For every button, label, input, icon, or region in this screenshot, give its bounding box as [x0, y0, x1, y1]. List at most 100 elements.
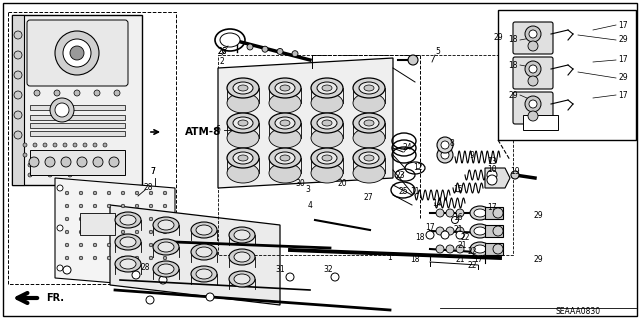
Ellipse shape — [280, 85, 290, 91]
Bar — [12, 15, 142, 185]
Text: 17: 17 — [618, 20, 628, 29]
Ellipse shape — [353, 163, 385, 183]
Bar — [30, 123, 125, 128]
Circle shape — [456, 245, 464, 253]
Circle shape — [149, 243, 153, 247]
Circle shape — [98, 153, 102, 157]
Circle shape — [441, 151, 449, 159]
Ellipse shape — [359, 152, 379, 164]
Circle shape — [529, 65, 537, 73]
Circle shape — [108, 217, 111, 221]
Circle shape — [63, 266, 71, 274]
Circle shape — [53, 143, 57, 147]
Polygon shape — [110, 205, 280, 305]
Ellipse shape — [227, 148, 259, 168]
Text: 22: 22 — [467, 248, 477, 256]
Ellipse shape — [153, 261, 179, 277]
Circle shape — [61, 157, 71, 167]
Circle shape — [456, 209, 464, 217]
Ellipse shape — [474, 209, 486, 217]
Ellipse shape — [359, 117, 379, 129]
Circle shape — [14, 131, 22, 139]
Circle shape — [149, 217, 153, 221]
Circle shape — [149, 256, 153, 260]
Ellipse shape — [196, 225, 212, 235]
Circle shape — [331, 273, 339, 281]
Ellipse shape — [153, 239, 179, 255]
Circle shape — [511, 171, 519, 179]
Ellipse shape — [317, 117, 337, 129]
Circle shape — [29, 157, 39, 167]
Circle shape — [57, 265, 63, 271]
Circle shape — [163, 217, 167, 221]
Bar — [8, 12, 176, 284]
Text: 11: 11 — [410, 188, 420, 197]
Ellipse shape — [120, 215, 136, 225]
Circle shape — [529, 100, 537, 108]
Circle shape — [79, 256, 83, 260]
Circle shape — [58, 163, 62, 167]
Ellipse shape — [115, 212, 141, 228]
Text: 26: 26 — [217, 48, 227, 56]
Text: 28: 28 — [143, 182, 153, 191]
Circle shape — [149, 191, 153, 195]
Ellipse shape — [229, 249, 255, 265]
Bar — [80, 213, 115, 235]
Circle shape — [79, 191, 83, 195]
Circle shape — [33, 153, 37, 157]
Circle shape — [441, 231, 449, 239]
Circle shape — [163, 191, 167, 195]
Ellipse shape — [470, 206, 490, 220]
Ellipse shape — [353, 148, 385, 168]
Circle shape — [121, 204, 125, 208]
Circle shape — [88, 163, 92, 167]
FancyBboxPatch shape — [513, 92, 553, 124]
Text: 8: 8 — [450, 138, 454, 147]
Circle shape — [93, 143, 97, 147]
Circle shape — [45, 157, 55, 167]
Bar — [30, 131, 125, 136]
Ellipse shape — [311, 128, 343, 148]
Circle shape — [79, 204, 83, 208]
Circle shape — [446, 227, 454, 235]
Circle shape — [493, 244, 503, 254]
Circle shape — [83, 143, 87, 147]
Ellipse shape — [238, 155, 248, 161]
Text: 32: 32 — [323, 265, 333, 275]
Text: 29: 29 — [533, 256, 543, 264]
Circle shape — [48, 173, 52, 177]
Circle shape — [206, 293, 214, 301]
Text: 2: 2 — [220, 57, 225, 66]
Bar — [485, 225, 503, 237]
Circle shape — [436, 245, 444, 253]
Circle shape — [121, 191, 125, 195]
Circle shape — [146, 296, 154, 304]
Ellipse shape — [227, 113, 259, 133]
Text: 18: 18 — [410, 256, 420, 264]
Ellipse shape — [234, 252, 250, 262]
Circle shape — [525, 96, 541, 112]
Circle shape — [262, 46, 268, 52]
Circle shape — [43, 143, 47, 147]
Circle shape — [14, 51, 22, 59]
Ellipse shape — [470, 224, 490, 238]
Circle shape — [108, 230, 111, 234]
Circle shape — [65, 230, 69, 234]
Ellipse shape — [353, 78, 385, 98]
Text: 28: 28 — [140, 263, 150, 272]
Circle shape — [23, 143, 27, 147]
Circle shape — [529, 30, 537, 38]
Circle shape — [456, 227, 464, 235]
Ellipse shape — [353, 93, 385, 113]
Circle shape — [159, 276, 167, 284]
Circle shape — [408, 55, 418, 65]
Text: 9: 9 — [470, 151, 474, 160]
Bar — [30, 150, 125, 175]
Circle shape — [292, 51, 298, 57]
Circle shape — [132, 271, 140, 279]
Circle shape — [14, 31, 22, 39]
Text: 21: 21 — [455, 256, 465, 264]
Polygon shape — [485, 168, 510, 188]
Circle shape — [109, 157, 119, 167]
Circle shape — [163, 256, 167, 260]
